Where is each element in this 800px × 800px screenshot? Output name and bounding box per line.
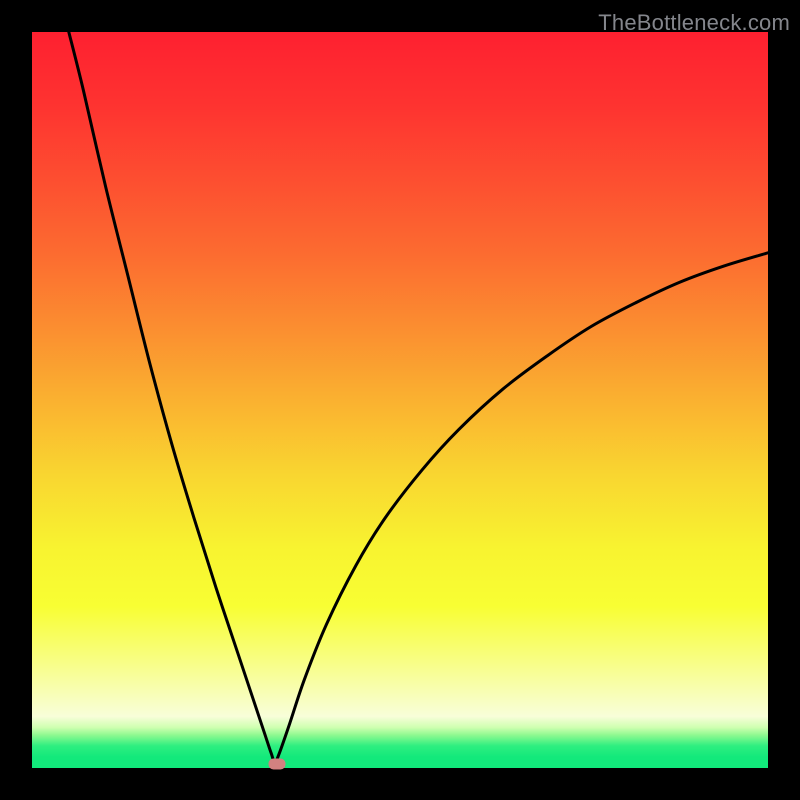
plot-area: [32, 32, 768, 768]
watermark-text: TheBottleneck.com: [598, 10, 790, 36]
bottleneck-curve: [69, 32, 768, 762]
plot-svg: [32, 32, 768, 768]
optimal-point-marker: [269, 759, 286, 770]
gradient-background: [32, 32, 768, 768]
